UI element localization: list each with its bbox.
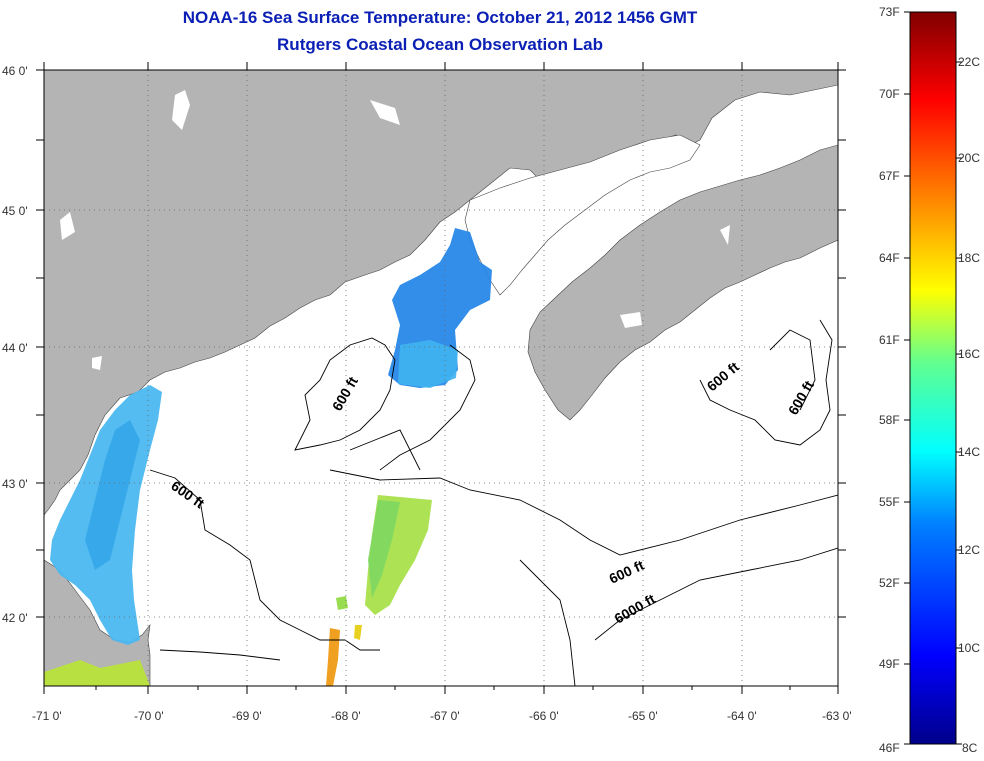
colorbar-f-label: 49F	[879, 657, 900, 671]
depth-contours	[149, 319, 838, 686]
bay-of-fundy	[464, 134, 701, 296]
colorbar-f-label: 67F	[879, 169, 900, 183]
nova-scotia-land	[527, 144, 838, 421]
colorbar-c-label: 22C	[958, 55, 980, 69]
lon-label: -69 0'	[232, 709, 262, 723]
mainland-land	[44, 70, 838, 516]
colorbar-f-label: 73F	[879, 5, 900, 19]
colorbar-f-label: 52F	[879, 576, 900, 590]
map-subtitle: Rutgers Coastal Ocean Observation Lab	[277, 35, 603, 54]
colorbar-f-label: 55F	[879, 495, 900, 509]
colorbar-c-label: 14C	[958, 445, 980, 459]
tick-marks	[36, 62, 846, 694]
lat-label: 45 0'	[2, 204, 28, 218]
colorbar: 73F 70F 67F 64F 61F 58F 55F 52F 49F 46F …	[879, 5, 980, 755]
lon-label: -71 0'	[32, 709, 62, 723]
lon-label: -66 0'	[529, 709, 559, 723]
lon-label: -67 0'	[430, 709, 460, 723]
colorbar-c-label: 20C	[958, 151, 980, 165]
colorbar-c-label: 18C	[958, 251, 980, 265]
map-title: NOAA-16 Sea Surface Temperature: October…	[182, 8, 698, 27]
colorbar-gradient	[909, 11, 957, 745]
lon-label: -64 0'	[727, 709, 757, 723]
lon-label: -63 0'	[822, 709, 852, 723]
map-area	[44, 70, 838, 686]
colorbar-f-label: 61F	[879, 333, 900, 347]
lon-label: -70 0'	[134, 709, 164, 723]
colorbar-c-label: 10C	[958, 641, 980, 655]
inland-lakes	[60, 90, 730, 370]
colorbar-f-label: 58F	[879, 413, 900, 427]
colorbar-c-label: 8C	[962, 741, 978, 755]
colorbar-c-label: 12C	[958, 543, 980, 557]
map-frame	[43, 69, 839, 687]
colorbar-f-label: 64F	[879, 251, 900, 265]
colorbar-c-label: 16C	[958, 347, 980, 361]
colorbar-f-label: 70F	[879, 87, 900, 101]
lat-label: 46 0'	[2, 64, 28, 78]
lat-label: 44 0'	[2, 341, 28, 355]
colorbar-f-label: 46F	[879, 741, 900, 755]
lon-label: -68 0'	[331, 709, 361, 723]
sst-swaths	[44, 228, 492, 686]
lat-label: 42 0'	[2, 611, 28, 625]
lon-label: -65 0'	[628, 709, 658, 723]
lat-label: 43 0'	[2, 477, 28, 491]
